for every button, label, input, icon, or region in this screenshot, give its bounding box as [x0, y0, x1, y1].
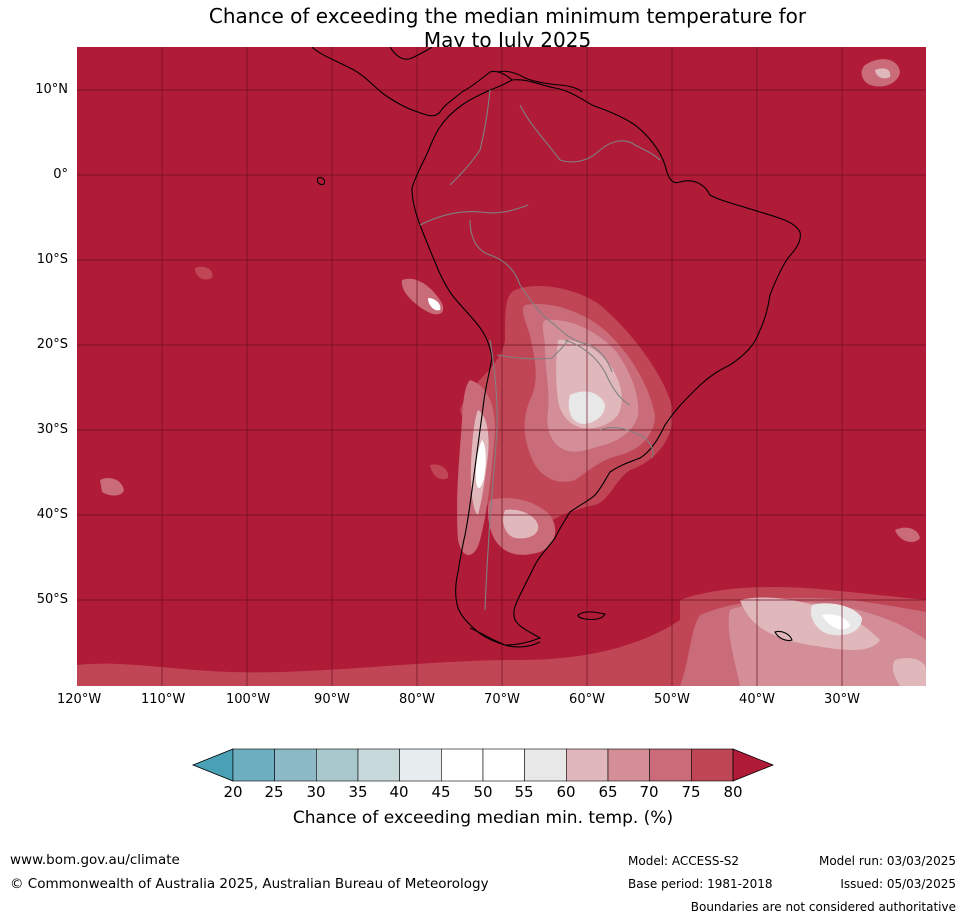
lat-label-10s: 10°S — [36, 252, 68, 267]
colorbar-tick-70: 70 — [639, 783, 659, 801]
colorbar-cell — [232, 748, 275, 782]
border-peru-brazil — [469, 219, 521, 286]
probability-shading — [77, 59, 926, 686]
colorbar-tick-60: 60 — [556, 783, 576, 801]
border-colombia-venezuela — [449, 89, 491, 186]
coastline-south-georgia — [774, 630, 793, 642]
colorbar-cell — [607, 748, 650, 782]
lon-label-50w: 50°W — [654, 692, 690, 707]
lon-label-100w: 100°W — [226, 692, 271, 707]
colorbar-cell — [691, 748, 734, 782]
coastlines — [311, 47, 801, 648]
colorbar-cell — [357, 748, 400, 782]
shade-pacific-2 — [195, 266, 213, 280]
lon-label-120w: 120°W — [57, 692, 102, 707]
coastline-central-america — [311, 47, 513, 117]
colorbar-tick-45: 45 — [431, 783, 451, 801]
copyright-text: © Commonwealth of Australia 2025, Austra… — [10, 876, 489, 892]
lon-label-40w: 40°W — [739, 692, 775, 707]
shade-chile-50 — [475, 440, 486, 489]
colorbar-tick-55: 55 — [514, 783, 534, 801]
lon-label-110w: 110°W — [141, 692, 186, 707]
coastline-yucatan — [389, 47, 433, 60]
border-uruguay — [599, 426, 654, 459]
colorbar-cell — [566, 748, 609, 782]
shade-pacific-1 — [100, 478, 124, 496]
border-venezuela-brazil — [519, 104, 601, 163]
lon-label-30w: 30°W — [824, 692, 860, 707]
border-chile-argentina — [484, 339, 498, 611]
colorbar-cell — [274, 748, 317, 782]
website-link[interactable]: www.bom.gov.au/climate — [10, 852, 180, 868]
colorbar-tick-30: 30 — [306, 783, 326, 801]
colorbar-arrow-high — [732, 748, 775, 782]
lat-label-40s: 40°S — [36, 507, 68, 522]
lon-label-60w: 60°W — [569, 692, 605, 707]
lat-label-10n: 10°N — [35, 82, 68, 97]
lon-label-90w: 90°W — [314, 692, 350, 707]
model-name: Model: ACCESS-S2 — [628, 854, 740, 868]
colorbar-tick-20: 20 — [223, 783, 243, 801]
colorbar-tick-25: 25 — [264, 783, 284, 801]
shade-pacific-3 — [430, 464, 449, 480]
lat-label-0: 0° — [53, 167, 68, 182]
border-bolivia — [519, 284, 613, 373]
colorbar-cells — [232, 748, 734, 782]
base-period: Base period: 1981-2018 — [628, 877, 773, 891]
colorbar-cell — [524, 748, 567, 782]
lat-label-20s: 20°S — [36, 337, 68, 352]
coastline-falklands — [577, 611, 606, 621]
coastline-galapagos — [316, 176, 326, 186]
colorbar-tick-40: 40 — [389, 783, 409, 801]
coastline-caribbean — [497, 70, 583, 93]
shade-atl-east — [895, 527, 920, 542]
colorbar-cell — [399, 748, 442, 782]
title-line-1: Chance of exceeding the median minimum t… — [208, 4, 807, 28]
shade-satl-50 — [822, 614, 850, 630]
coastline-south-america — [411, 79, 801, 646]
shade-satl-60 — [740, 597, 880, 650]
borders — [419, 89, 661, 611]
shade-peru-50 — [428, 298, 441, 311]
colorbar-tick-65: 65 — [598, 783, 618, 801]
issued-date: Issued: 05/03/2025 — [840, 877, 956, 891]
lon-label-70w: 70°W — [484, 692, 520, 707]
colorbar-cell — [482, 748, 525, 782]
border-argentina-bolivia — [496, 339, 569, 360]
model-run: Model run: 03/03/2025 — [818, 854, 956, 868]
graticule — [77, 47, 926, 686]
colorbar-cell — [441, 748, 484, 782]
colorbar-tick-50: 50 — [473, 783, 493, 801]
lat-label-50s: 50°S — [36, 592, 68, 607]
colorbar-cell — [649, 748, 692, 782]
colorbar — [191, 748, 775, 782]
colorbar-cell — [316, 748, 359, 782]
colorbar-arrow-low — [191, 748, 234, 782]
lon-label-80w: 80°W — [399, 692, 435, 707]
border-guianas — [599, 140, 661, 161]
map-title: Chance of exceeding the median minimum t… — [0, 4, 965, 52]
shade-patagonia-60 — [503, 509, 539, 539]
boundaries-disclaimer: Boundaries are not considered authoritat… — [690, 900, 956, 914]
shade-satl-se — [892, 658, 926, 686]
colorbar-label: Chance of exceeding median min. temp. (%… — [292, 808, 674, 828]
colorbar-tick-80: 80 — [723, 783, 743, 801]
coastline-fuegia — [469, 627, 541, 648]
border-paraguay — [564, 339, 631, 406]
colorbar-tick-35: 35 — [348, 783, 368, 801]
shade-natl-60 — [875, 68, 891, 79]
border-colombia-peru — [419, 204, 529, 226]
lat-label-30s: 30°S — [36, 422, 68, 437]
colorbar-tick-75: 75 — [681, 783, 701, 801]
